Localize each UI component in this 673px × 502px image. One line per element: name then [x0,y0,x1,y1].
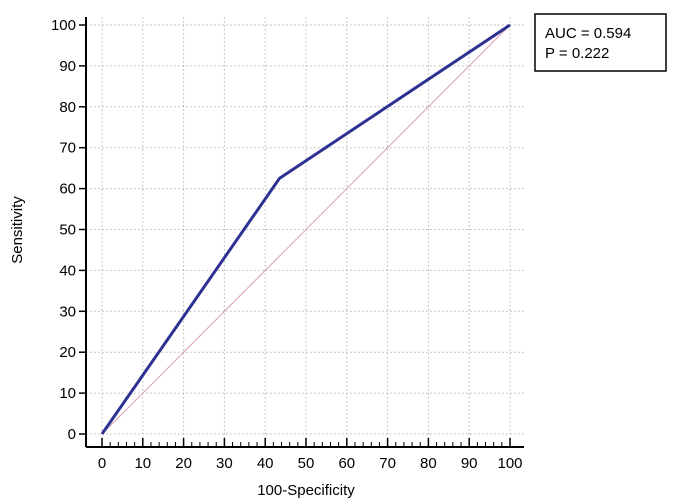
x-tick-label: 10 [134,455,151,472]
y-tick-label: 90 [59,58,76,75]
axes [79,17,524,448]
grid [86,17,524,447]
y-tick-label: 0 [68,426,76,443]
y-tick-label: 60 [59,181,76,198]
y-tick-label: 80 [59,99,76,116]
x-tick-label: 20 [175,455,192,472]
y-tick-label: 30 [59,303,76,320]
series-layer [100,23,511,435]
x-tick-label: 60 [338,455,355,472]
x-tick-label: 50 [298,455,315,472]
legend-border [534,13,667,72]
x-tick-label: 70 [379,455,396,472]
y-tick-label: 10 [59,385,76,402]
x-tick-label: 0 [98,455,106,472]
x-tick-label: 40 [257,455,274,472]
legend-line-p: P = 0.222 [545,45,609,62]
y-tick-label: 100 [51,17,76,34]
roc-curve-line [100,23,511,435]
y-axis-label: Sensitivity [9,196,26,264]
x-tick-label: 90 [461,455,478,472]
x-tick-label: 80 [420,455,437,472]
y-tick-label: 50 [59,222,76,239]
legend-box: AUC = 0.594 P = 0.222 [534,13,667,72]
x-axis-label: 100-Specificity [257,482,355,499]
y-tick-label: 40 [59,262,76,279]
x-tick-label: 100 [497,455,522,472]
y-tick-label: 70 [59,140,76,157]
x-tick-label: 30 [216,455,233,472]
legend-line-auc: AUC = 0.594 [545,25,631,42]
tick-labels: 0 10 20 30 40 50 60 70 80 90 100 0 10 20 30 40 50 60 70 80 9… [51,17,523,472]
y-tick-label: 20 [59,344,76,361]
reference-diagonal-line [101,24,511,435]
